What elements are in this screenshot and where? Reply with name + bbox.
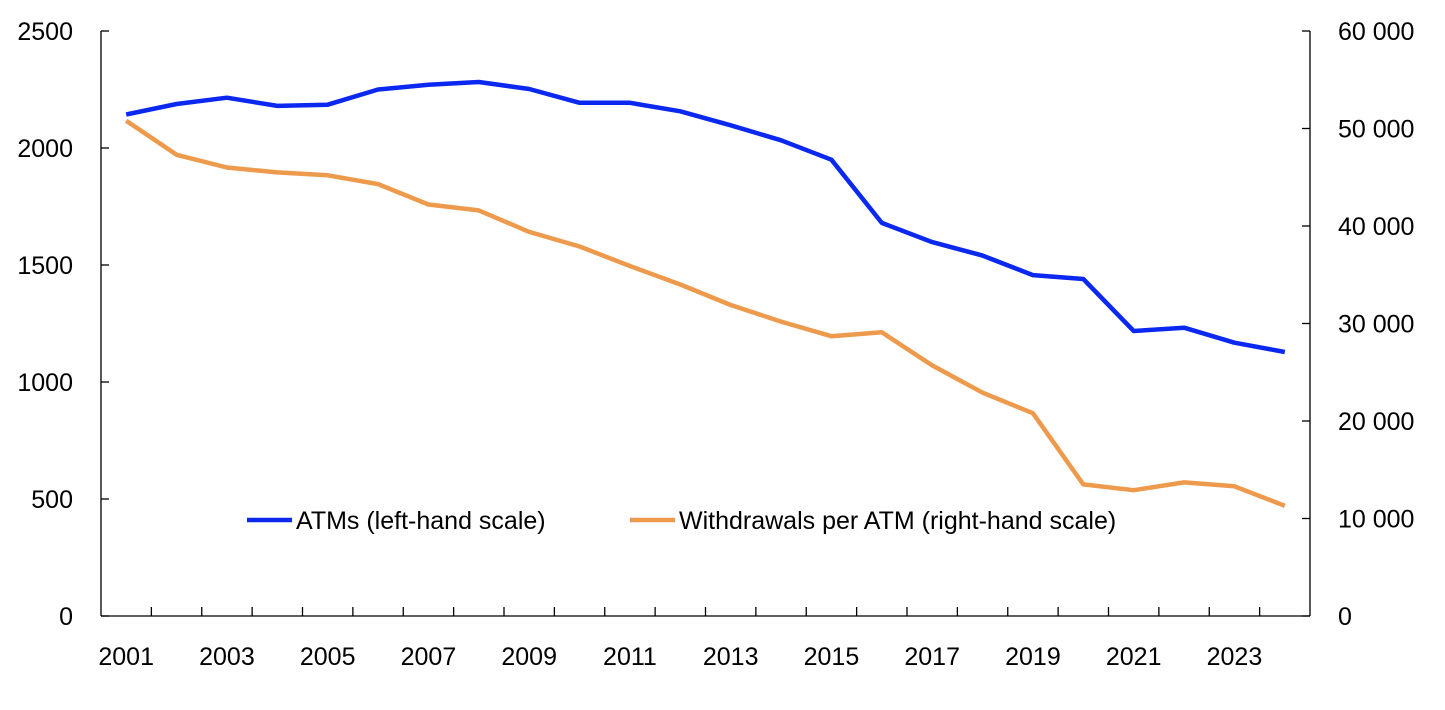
y-left-tick-label: 1500 [17,252,73,280]
y-right-tick-label: 10 000 [1338,506,1414,534]
legend-atms-label: ATMs (left-hand scale) [296,507,546,535]
x-tick-label: 2017 [904,643,960,671]
y-right-tick-label: 30 000 [1338,311,1414,339]
x-tick-label: 2019 [1005,643,1061,671]
y-right-tick-label: 0 [1338,603,1352,631]
y-right-tick-label: 50 000 [1338,116,1414,144]
x-tick-label: 2001 [98,643,154,671]
series-layer [124,79,1286,508]
y-left-tick-label: 2500 [17,18,73,46]
x-tick-label: 2021 [1106,643,1162,671]
x-tick-label: 2013 [703,643,759,671]
x-tick-label: 2007 [401,643,457,671]
atms-series-line [125,79,1286,355]
y-left-tick-label: 0 [59,603,73,631]
y-right-tick-label: 20 000 [1338,408,1414,436]
x-tick-label: 2011 [603,643,657,671]
x-tick-label: 2023 [1207,643,1263,671]
y-right-tick-label: 40 000 [1338,213,1414,241]
withdrawals-series-line [124,118,1286,508]
y-left-tick-label: 1000 [17,369,73,397]
legend-withdrawals-label: Withdrawals per ATM (right-hand scale) [679,507,1116,535]
legend: ATMs (left-hand scale) Withdrawals per AT… [247,507,1116,535]
axes: 0 500 1000 1500 2000 2500 0 10 000 20 000 30 000 4… [17,18,1414,671]
x-tick-label: 2003 [199,643,255,671]
y-right-tick-label: 60 000 [1338,18,1414,46]
x-tick-label: 2015 [804,643,860,671]
x-tick-label: 2009 [501,643,557,671]
y-left-tick-label: 500 [31,486,73,514]
y-left-tick-label: 2000 [17,135,73,163]
x-tick-label: 2005 [300,643,356,671]
